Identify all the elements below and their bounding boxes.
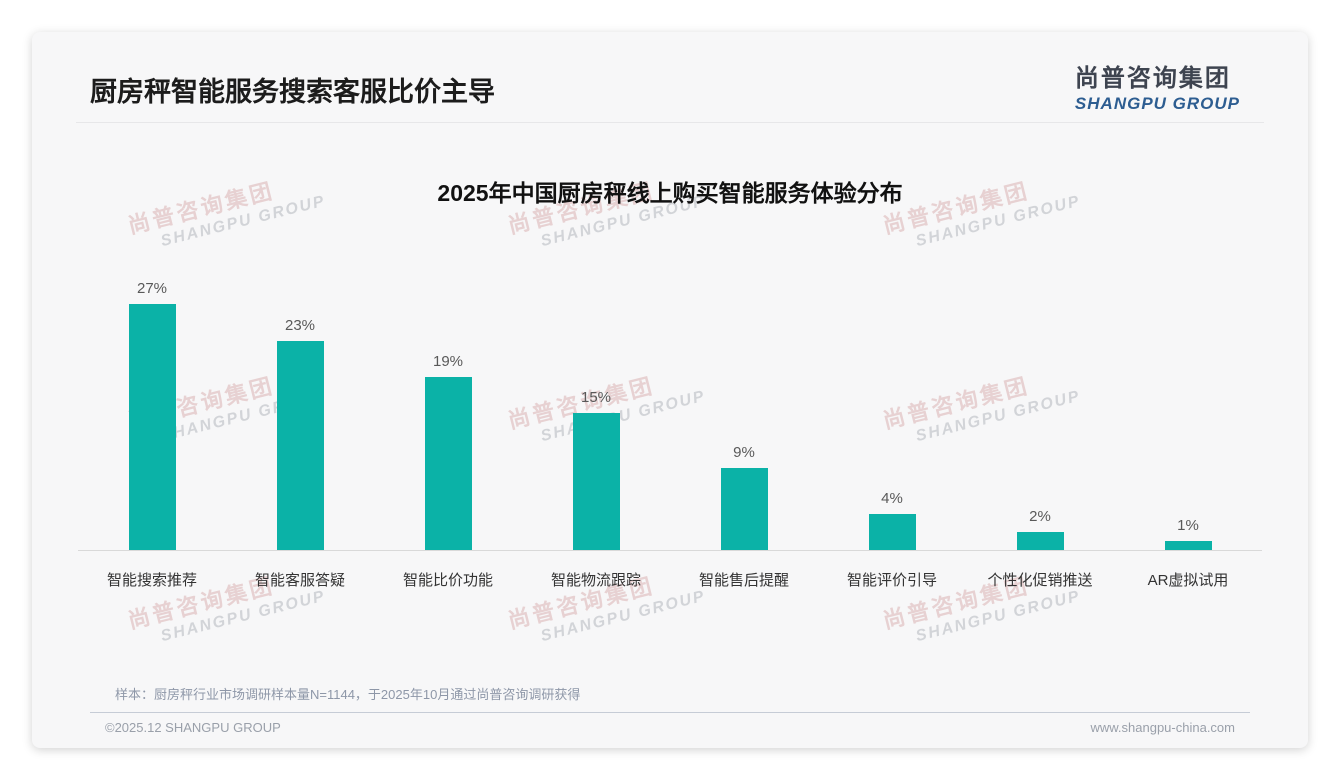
bar-column: 27% [78, 280, 226, 550]
bar [276, 341, 324, 550]
bar-value-label: 23% [284, 317, 316, 334]
bar-value-label: 15% [580, 389, 612, 406]
logo-cn-text: 尚普咨询集团 [1074, 65, 1231, 92]
bar-column: 19% [374, 353, 522, 550]
bar [1164, 541, 1212, 550]
company-logo: 尚普咨询集团 SHANGPU GROUP [1075, 58, 1240, 114]
chart-title: 2025年中国厨房秤线上购买智能服务体验分布 [437, 180, 903, 206]
bar [128, 304, 176, 550]
header-divider [76, 122, 1264, 123]
category-label: 智能评价引导 [846, 572, 937, 589]
bar-column: 9% [670, 444, 818, 550]
bar-column: 4% [818, 490, 966, 550]
copyright-text: ©2025.12 SHANGPU GROUP [105, 720, 281, 735]
report-card: 尚普咨询集团 SHANGPU GROUP 尚普咨询集团 SHANGPU GROUP 尚普… [32, 32, 1308, 748]
category-label: AR虚拟试用 [1147, 572, 1229, 589]
bar [868, 514, 916, 550]
bar-value-label: 9% [733, 444, 755, 461]
bar-column: 2% [966, 508, 1114, 550]
bar [720, 468, 768, 550]
logo-en-text: SHANGPU GROUP [1074, 94, 1240, 113]
website-text: www.shangpu-china.com [1090, 720, 1235, 735]
category-label: 智能物流跟踪 [550, 572, 641, 589]
bar-value-label: 2% [1029, 508, 1051, 525]
watermark-en-text: SHANGPU GROUP [159, 587, 328, 646]
page-title: 厨房秤智能服务搜索客服比价主导 [90, 77, 495, 107]
category-label: 智能比价功能 [402, 572, 493, 589]
bar-column: 1% [1114, 517, 1262, 550]
footer-divider [90, 712, 1250, 713]
footer: ©2025.12 SHANGPU GROUP www.shangpu-china… [105, 720, 1235, 735]
watermark-en-text: SHANGPU GROUP [914, 587, 1083, 646]
bar [1016, 532, 1064, 550]
bar-column: 15% [522, 389, 670, 550]
bar-value-label: 27% [136, 280, 168, 297]
bar-value-label: 1% [1177, 517, 1199, 534]
watermark-en-text: SHANGPU GROUP [539, 587, 708, 646]
category-label: 智能搜索推荐 [106, 572, 197, 589]
sample-note: 样本：厨房秤行业市场调研样本量N=1144，于2025年10月通过尚普咨询调研获… [115, 687, 581, 702]
bar [424, 377, 472, 550]
category-label: 个性化促销推送 [987, 572, 1093, 589]
category-label: 智能客服答疑 [254, 572, 345, 589]
bar-chart: 27% 23% 19% 15% 9% 4% 2% 1% [78, 277, 1262, 551]
category-axis: 智能搜索推荐 智能客服答疑 智能比价功能 智能物流跟踪 智能售后提醒 智能评价引导 个性化促… [78, 552, 1262, 590]
bar-column: 23% [226, 317, 374, 550]
bar-value-label: 19% [432, 353, 464, 370]
category-label: 智能售后提醒 [698, 572, 789, 589]
bar-value-label: 4% [881, 490, 903, 507]
bar [572, 413, 620, 550]
